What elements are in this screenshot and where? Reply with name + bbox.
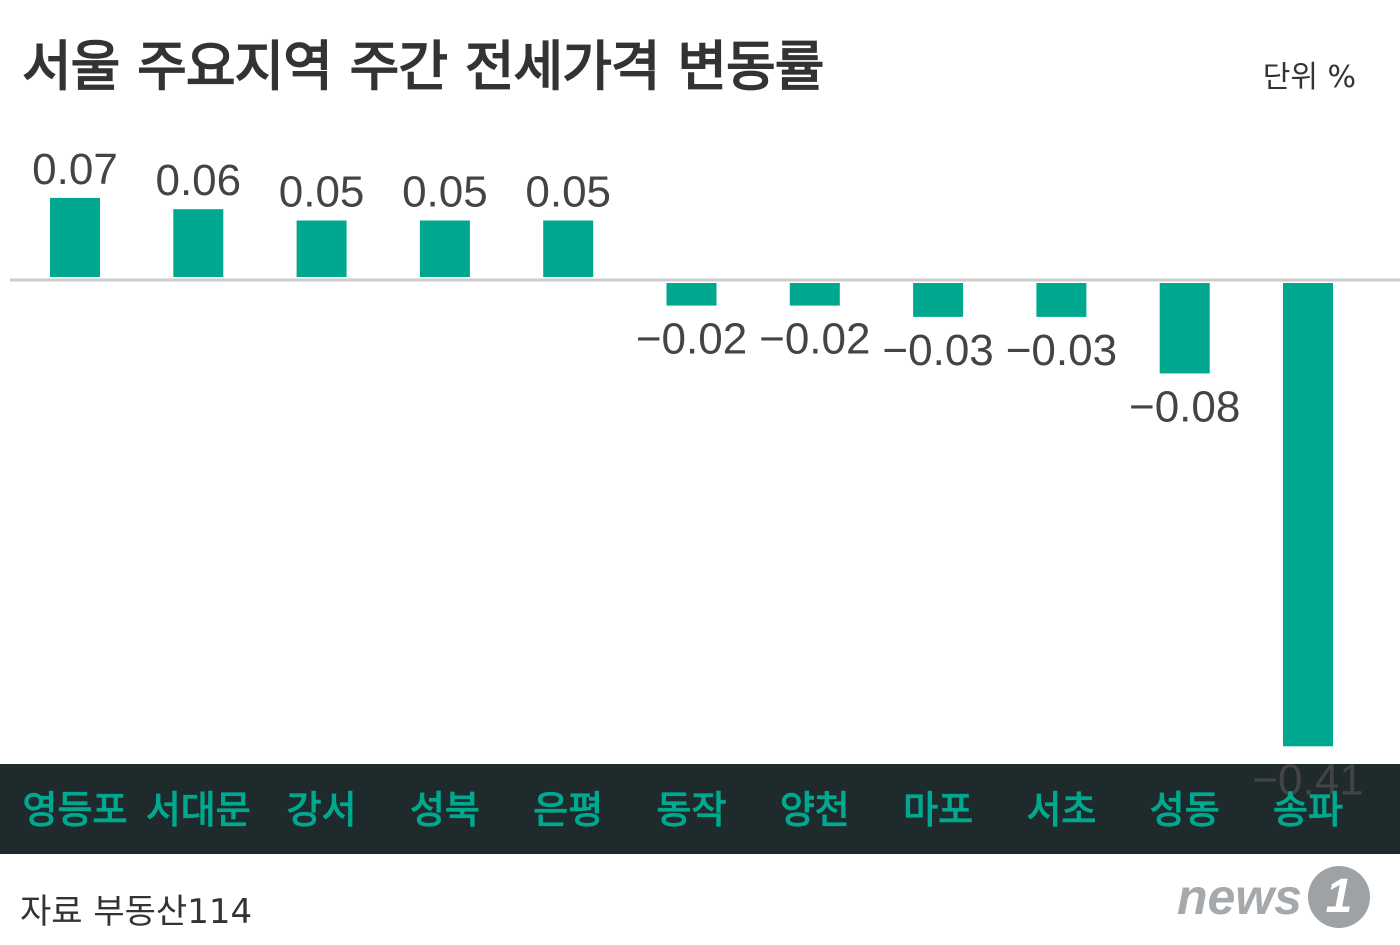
bar-서대문 bbox=[173, 209, 224, 277]
bar-동작 bbox=[666, 283, 717, 306]
bar-성동 bbox=[1159, 283, 1210, 374]
value-label-서초: −0.03 bbox=[1006, 326, 1117, 375]
value-label-성동: −0.08 bbox=[1129, 382, 1240, 431]
bar-성북 bbox=[419, 220, 470, 277]
value-label-양천: −0.02 bbox=[759, 315, 870, 364]
bar-마포 bbox=[913, 283, 964, 317]
value-label-송파: −0.41 bbox=[1252, 755, 1363, 804]
category-label-서초: 서초 bbox=[1026, 788, 1096, 832]
category-label-영등포: 영등포 bbox=[23, 788, 128, 832]
bar-영등포 bbox=[50, 197, 100, 277]
category-label-송파: 송파 bbox=[1273, 788, 1343, 832]
category-label-마포: 마포 bbox=[903, 788, 973, 832]
value-label-마포: −0.03 bbox=[882, 326, 993, 375]
category-label-성북: 성북 bbox=[410, 788, 480, 832]
bar-양천 bbox=[789, 283, 840, 306]
bar-강서 bbox=[296, 220, 347, 277]
category-label-band bbox=[0, 764, 1400, 854]
value-label-영등포: 0.07 bbox=[32, 145, 118, 194]
bar-서초 bbox=[1036, 283, 1087, 317]
category-label-서대문: 서대문 bbox=[146, 788, 251, 832]
chart-title: 서울 주요지역 주간 전세가격 변동률 bbox=[22, 35, 824, 98]
logo-badge: 1 bbox=[1308, 866, 1370, 928]
value-label-서대문: 0.06 bbox=[155, 156, 241, 205]
value-label-동작: −0.02 bbox=[636, 315, 747, 364]
value-label-강서: 0.05 bbox=[279, 168, 365, 217]
logo-text: news bbox=[1176, 869, 1302, 925]
category-label-성동: 성동 bbox=[1150, 788, 1220, 832]
category-label-은평: 은평 bbox=[533, 788, 603, 832]
category-label-강서: 강서 bbox=[287, 788, 357, 832]
unit-label: 단위 % bbox=[1262, 60, 1356, 95]
news1-logo: news 1 bbox=[1177, 866, 1370, 928]
bar-송파 bbox=[1283, 283, 1333, 747]
value-label-성북: 0.05 bbox=[402, 168, 488, 217]
value-label-은평: 0.05 bbox=[525, 168, 611, 217]
source-note: 자료 부동산114 bbox=[20, 892, 253, 932]
bar-은평 bbox=[543, 220, 594, 277]
category-label-동작: 동작 bbox=[657, 788, 727, 832]
category-label-양천: 양천 bbox=[780, 788, 850, 832]
